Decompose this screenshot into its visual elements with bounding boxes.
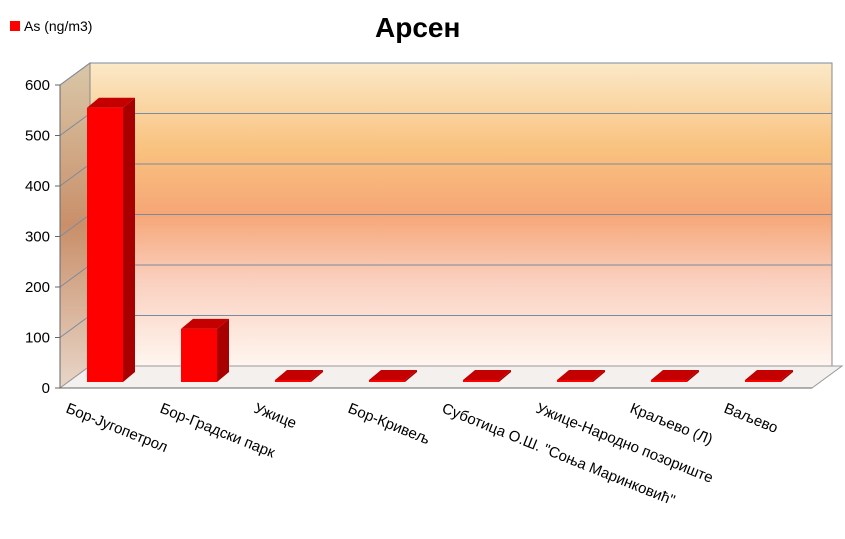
y-tick-label: 100 — [25, 330, 50, 347]
y-tick-label: 600 — [25, 77, 50, 94]
bar-top — [557, 370, 605, 380]
bar-top — [369, 370, 417, 380]
gridline-side — [59, 163, 91, 187]
bar-side — [311, 370, 323, 382]
bar-top — [87, 97, 135, 108]
y-tick-label: 300 — [25, 229, 50, 246]
bar-side — [687, 370, 699, 382]
x-tick-label: Ваљево — [722, 400, 781, 437]
bar-top — [651, 370, 699, 380]
bar-side — [499, 370, 511, 382]
x-tick-label: Ужице — [252, 400, 299, 432]
gridline-side — [59, 264, 91, 288]
bar — [745, 380, 781, 382]
bar-side — [405, 370, 417, 382]
bar-top — [275, 370, 323, 380]
gridline-side — [59, 113, 91, 136]
bar-top — [745, 370, 793, 380]
legend-label: As (ng/m3) — [24, 18, 93, 34]
y-tick-label: 0 — [42, 380, 50, 397]
chart-title: Арсен — [375, 12, 461, 43]
bar — [87, 107, 123, 382]
bar-side — [123, 97, 135, 382]
y-tick-label: 200 — [25, 279, 50, 296]
bar-side — [217, 318, 229, 382]
legend: As (ng/m3) — [10, 18, 92, 34]
bar-side — [781, 370, 793, 382]
bar — [557, 380, 593, 382]
y-tick-label: 500 — [25, 128, 50, 145]
bar — [651, 380, 687, 382]
bar — [275, 380, 311, 382]
x-tick-label: Бор-Кривељ — [346, 400, 433, 448]
bar — [181, 328, 217, 382]
floor — [58, 365, 844, 389]
bar-top — [463, 370, 511, 380]
bar-side — [593, 370, 605, 382]
gridline-side — [59, 214, 91, 237]
x-tick-label: Бор-Југопетрол — [64, 400, 170, 456]
gridline-side — [59, 62, 91, 86]
gridline-side — [59, 315, 91, 338]
legend-swatch-red — [10, 21, 20, 31]
y-tick-label: 400 — [25, 178, 50, 195]
bar-top — [181, 318, 229, 329]
bar — [463, 380, 499, 382]
bar — [369, 380, 405, 382]
